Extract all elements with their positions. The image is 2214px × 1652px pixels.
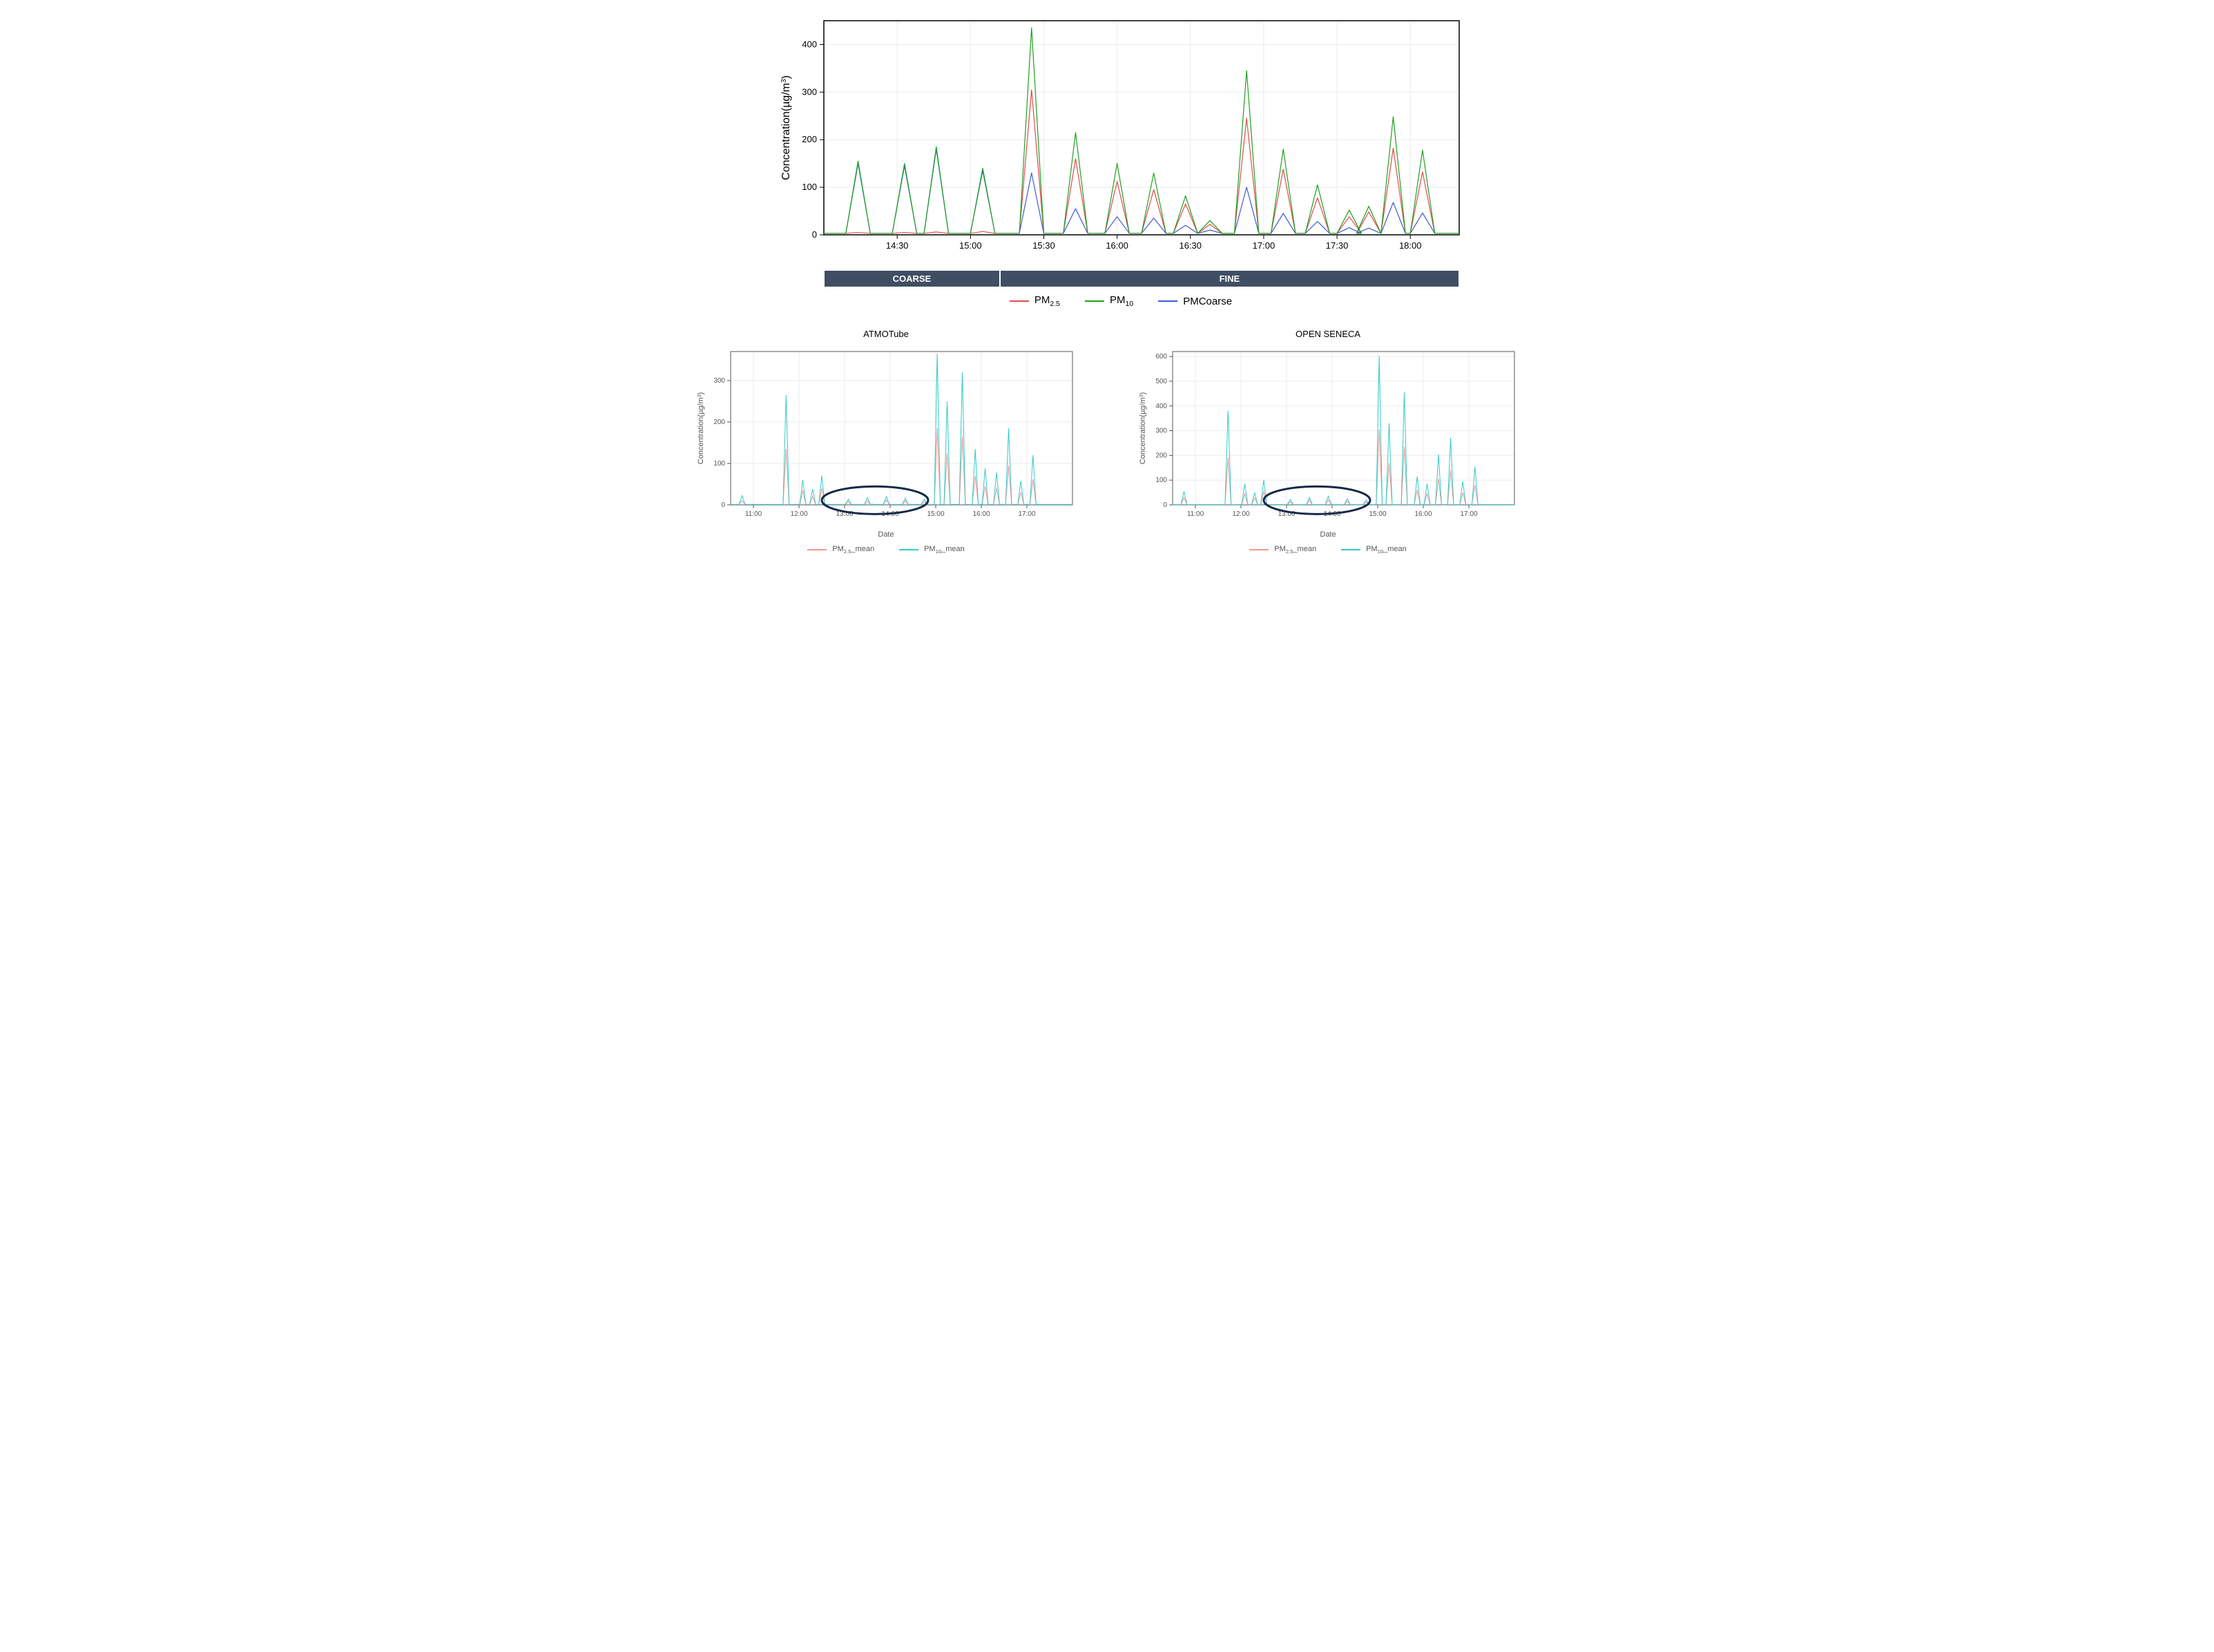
legend-item: PM2.5_mean [1249,545,1316,555]
main-legend: PM2.5 PM10 PMCoarse [776,293,1466,308]
legend-label: PM10 [1110,294,1133,308]
svg-text:17:00: 17:00 [1460,510,1477,518]
svg-text:400: 400 [802,39,817,49]
svg-text:16:30: 16:30 [1179,240,1202,251]
svg-text:300: 300 [713,377,725,385]
svg-text:600: 600 [1155,353,1167,361]
phase-bar: COARSEFINE [824,270,1459,287]
atmo-xlabel: Date [693,530,1079,539]
svg-text:15:30: 15:30 [1032,240,1055,251]
annotation-ellipse [822,486,928,514]
svg-text:200: 200 [713,419,725,426]
svg-text:100: 100 [713,460,725,468]
main-chart-wrap: 0 100 200 300 400 14:30 15:00 15:30 16:00 16:30 17… [776,14,1466,308]
seneca-xlabel: Date [1135,530,1521,539]
svg-text:15:00: 15:00 [959,240,982,251]
legend-item: PM2.5_mean [807,545,874,555]
atmo-panel: ATMOTube 010020030011:0012:0013:0014:001… [693,329,1079,555]
svg-text:0: 0 [1163,501,1167,509]
annotation-ellipse [1264,486,1370,514]
svg-text:12:00: 12:00 [790,510,807,518]
seneca-title: OPEN SENECA [1135,329,1521,339]
main-chart-svg: 0 100 200 300 400 14:30 15:00 15:30 16:00 16:30 17… [776,14,1466,262]
legend-label: PM2.5 [1034,294,1060,308]
svg-text:15:00: 15:00 [927,510,944,518]
phase-segment: COARSE [824,270,1000,287]
legend-label: PMCoarse [1183,296,1232,307]
seneca-panel: OPEN SENECA 0 100 200 300 400 500 600 11:00 12:0… [1135,329,1521,555]
legend-item: PM10_mean [899,545,965,555]
phase-segment: FINE [1000,270,1459,287]
legend-swatch [1085,300,1104,302]
svg-text:200: 200 [802,134,817,144]
legend-swatch [807,549,827,550]
svg-text:0: 0 [721,501,725,509]
bottom-row: ATMOTube 010020030011:0012:0013:0014:001… [693,329,1521,555]
svg-text:100: 100 [1155,477,1167,484]
svg-text:16:00: 16:00 [972,510,990,518]
legend-item: PM2.5 [1010,294,1060,308]
atmo-chart-svg: 010020030011:0012:0013:0014:0015:0016:00… [693,346,1079,526]
svg-text:0: 0 [812,229,817,240]
seneca-legend: PM2.5_mean PM10_mean [1135,544,1521,555]
svg-text:300: 300 [1155,428,1167,435]
svg-text:Concentration(µg/m3): Concentration(µg/m3) [1139,392,1147,464]
svg-text:16:00: 16:00 [1414,510,1432,518]
legend-label: PM2.5_mean [1274,545,1316,555]
svg-text:15:00: 15:00 [1369,510,1386,518]
legend-label: PM10_mean [1366,545,1407,555]
svg-text:200: 200 [1155,452,1167,459]
legend-label: PM2.5_mean [832,545,874,555]
legend-swatch [899,549,918,550]
svg-text:18:00: 18:00 [1399,240,1422,251]
svg-text:11:00: 11:00 [1187,510,1204,518]
legend-swatch [1341,549,1360,550]
legend-swatch [1010,300,1029,302]
svg-text:100: 100 [802,182,817,192]
svg-text:400: 400 [1155,403,1167,410]
svg-text:Concentration(µg/m3): Concentration(µg/m3) [697,392,705,464]
svg-text:17:00: 17:00 [1253,240,1276,251]
legend-swatch [1158,300,1177,302]
seneca-chart-svg: 010020030040050060011:0012:0013:0014:001… [1135,346,1521,526]
atmo-title: ATMOTube [693,329,1079,339]
svg-text:Concentration(µg/m3): Concentration(µg/m3) [780,75,793,180]
svg-text:300: 300 [802,86,817,97]
figure-page: 0 100 200 300 400 14:30 15:00 15:30 16:00 16:30 17… [693,14,1521,555]
legend-item: PM10 [1085,294,1133,308]
svg-text:16:00: 16:00 [1106,240,1128,251]
svg-text:12:00: 12:00 [1232,510,1249,518]
legend-item: PMCoarse [1158,296,1232,307]
svg-text:17:00: 17:00 [1018,510,1035,518]
svg-text:11:00: 11:00 [745,510,762,518]
legend-item: PM10_mean [1341,545,1407,555]
svg-text:500: 500 [1155,378,1167,385]
atmo-legend: PM2.5_mean PM10_mean [693,544,1079,555]
legend-label: PM10_mean [924,545,965,555]
svg-text:17:30: 17:30 [1326,240,1349,251]
svg-text:14:30: 14:30 [886,240,909,251]
legend-swatch [1249,549,1269,550]
